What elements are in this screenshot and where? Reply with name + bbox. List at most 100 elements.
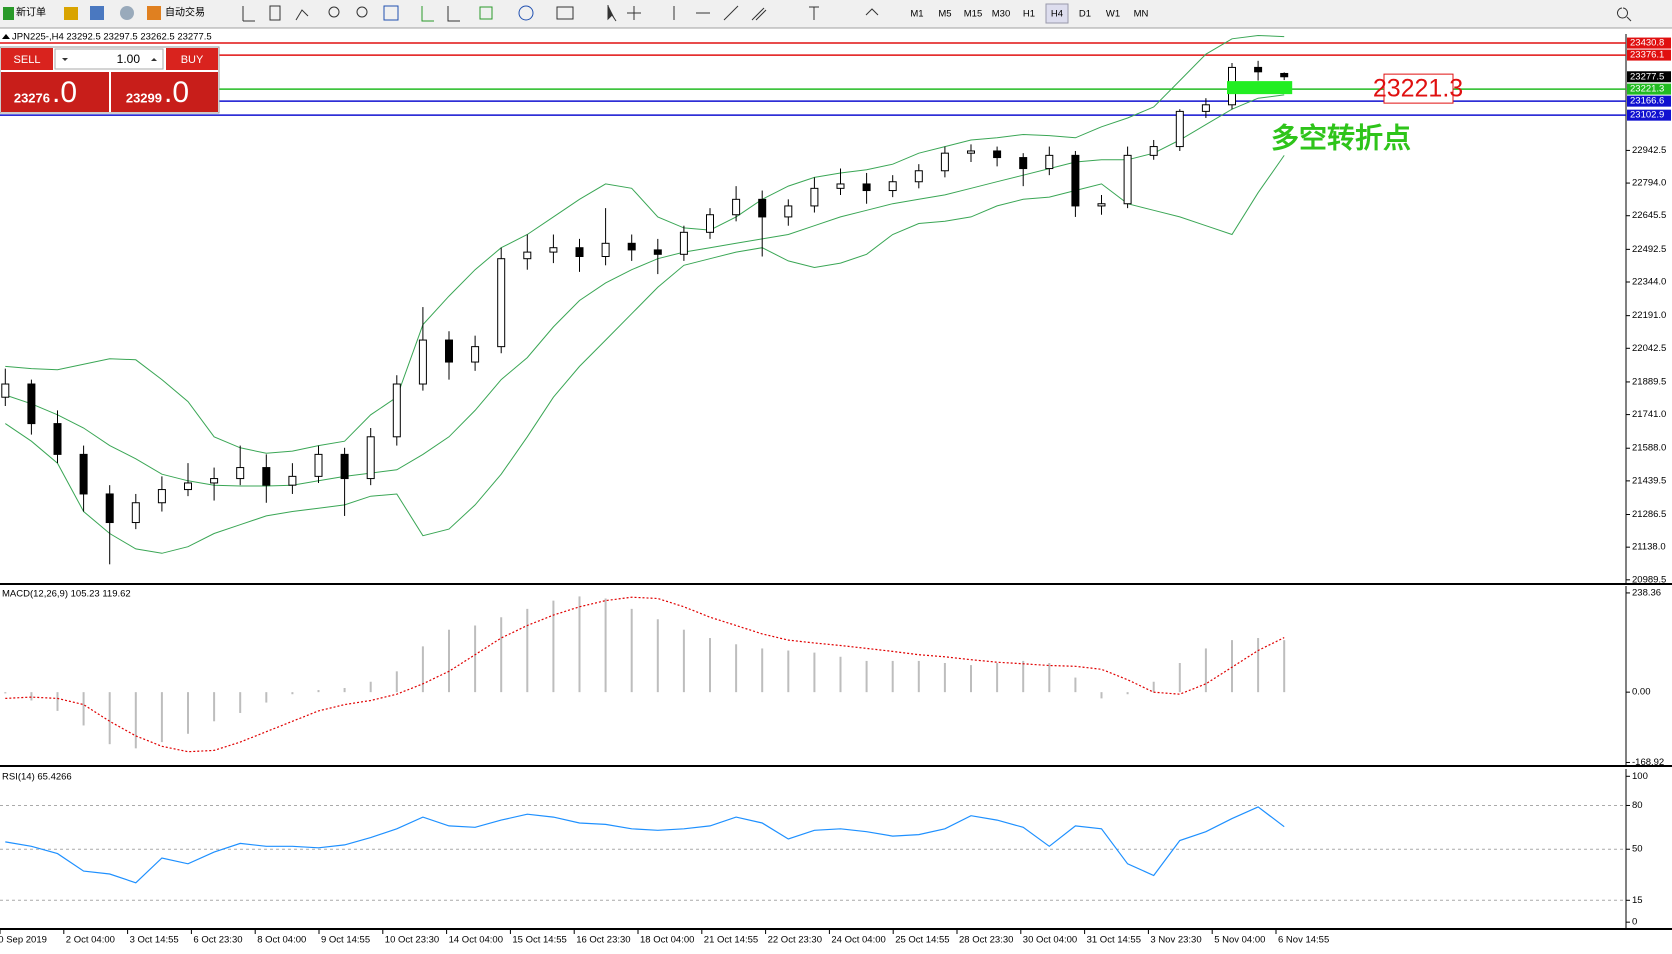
sell-label[interactable]: SELL — [14, 54, 41, 66]
buy-label[interactable]: BUY — [181, 54, 204, 66]
y-tick-label: 22191.0 — [1632, 310, 1666, 321]
time-label: 6 Oct 23:30 — [193, 935, 242, 946]
lots-field[interactable] — [54, 48, 164, 70]
tool-icon[interactable] — [556, 6, 574, 20]
tool-icon[interactable] — [383, 5, 399, 21]
y-tick-label: 20989.5 — [1632, 574, 1666, 585]
auto-trading-icon[interactable] — [147, 6, 161, 20]
candle-body — [810, 187, 819, 207]
sell-price-box[interactable] — [1, 72, 109, 112]
time-label: 25 Oct 14:55 — [895, 935, 949, 946]
timeframe-button[interactable]: H1 — [1023, 9, 1035, 20]
timeframe-button[interactable]: M5 — [938, 9, 951, 20]
tool-icon[interactable] — [269, 5, 281, 21]
active-timeframe[interactable] — [1045, 3, 1069, 24]
candle-body — [418, 339, 427, 385]
arrow-tool[interactable] — [865, 8, 879, 16]
lots-down[interactable] — [62, 58, 68, 61]
buy-price-main[interactable]: 23299 — [126, 90, 162, 105]
time-label: 14 Oct 04:00 — [449, 935, 503, 946]
time-label: 21 Oct 14:55 — [704, 935, 758, 946]
level-label: 23430.8 — [1630, 38, 1664, 49]
timeframe-button[interactable]: M1 — [910, 9, 923, 20]
candle-body — [967, 150, 975, 154]
y-tick-label: 22042.5 — [1632, 343, 1666, 354]
lots-value[interactable]: 1.00 — [117, 52, 141, 66]
candle-body — [1, 383, 10, 398]
level-label-bg — [1627, 37, 1671, 49]
macd-signal — [5, 596, 1285, 753]
time-label: 8 Oct 04:00 — [257, 935, 306, 946]
tool-icon[interactable] — [518, 5, 534, 21]
candle-body — [497, 258, 506, 348]
y-tick-label: 22942.5 — [1632, 145, 1666, 156]
y-tick-label: 22794.0 — [1632, 178, 1666, 189]
new-order-icon[interactable] — [3, 7, 14, 20]
timeframe-button[interactable]: H4 — [1051, 9, 1063, 20]
candle-body — [1280, 72, 1289, 78]
trendline-tool[interactable] — [723, 5, 739, 21]
candle-body — [1149, 146, 1158, 156]
candle-body — [758, 198, 767, 218]
buy-button[interactable] — [166, 48, 218, 70]
lots-up[interactable] — [151, 58, 157, 61]
buy-price-frac[interactable]: .0 — [164, 76, 189, 109]
y-tick-label: 0.00 — [1632, 687, 1651, 698]
candle-body — [1071, 154, 1080, 207]
channel-tool[interactable] — [751, 7, 767, 21]
time-label: 18 Oct 04:00 — [640, 935, 694, 946]
bollinger-band — [5, 34, 1285, 454]
text-tool[interactable] — [809, 6, 819, 20]
candle-body — [184, 482, 192, 491]
y-tick-label: 50 — [1632, 844, 1643, 855]
cursor-tool[interactable] — [607, 5, 617, 22]
tool-icon[interactable] — [479, 6, 493, 20]
tool-icon[interactable] — [242, 6, 255, 22]
rsi-line — [5, 806, 1285, 884]
timeframe-button[interactable]: MN — [1134, 9, 1149, 20]
search-icon[interactable] — [1617, 7, 1632, 22]
toolbar-icon[interactable] — [90, 6, 104, 20]
candle-body — [862, 183, 871, 192]
y-tick-label: 21286.5 — [1632, 509, 1666, 520]
level-callout-box — [1383, 73, 1454, 104]
auto-trading-button[interactable]: 自动交易 — [165, 6, 205, 19]
tool-icon[interactable] — [447, 6, 460, 22]
timeframe-button[interactable]: M30 — [992, 9, 1010, 20]
level-label: 23102.9 — [1630, 110, 1664, 121]
sell-price-frac[interactable]: .0 — [52, 76, 77, 109]
buy-price-box[interactable] — [111, 72, 218, 112]
time-label: 5 Nov 04:00 — [1214, 935, 1265, 946]
sell-price-main[interactable]: 23276 — [14, 90, 50, 105]
candle-body — [784, 205, 793, 218]
candle-body — [210, 478, 219, 484]
candle-body — [523, 251, 532, 260]
tool-icon[interactable] — [328, 6, 340, 18]
level-label-bg — [1627, 83, 1671, 95]
candle-body — [262, 467, 271, 486]
toolbar-icon[interactable] — [120, 6, 134, 20]
candle-body — [940, 152, 949, 172]
crosshair-tool[interactable] — [627, 6, 641, 20]
tool-icon[interactable] — [295, 9, 309, 21]
time-label: 3 Oct 14:55 — [130, 935, 179, 946]
bollinger-band — [5, 94, 1285, 487]
y-tick-label: 21439.5 — [1632, 475, 1666, 486]
time-label: 16 Oct 23:30 — [576, 935, 630, 946]
time-label: 22 Oct 23:30 — [768, 935, 822, 946]
time-label: 15 Oct 14:55 — [512, 935, 566, 946]
level-label-bg — [1627, 49, 1671, 61]
candle-body — [445, 339, 453, 363]
timeframe-button[interactable]: M15 — [964, 9, 982, 20]
tool-icon[interactable] — [356, 6, 368, 18]
new-order-button[interactable]: 新订单 — [16, 6, 46, 19]
toolbar-icon[interactable] — [64, 7, 78, 20]
tool-icon[interactable] — [421, 6, 434, 22]
timeframe-button[interactable]: D1 — [1079, 9, 1091, 20]
sell-button[interactable] — [1, 48, 53, 70]
level-callout: 23221.3 — [1373, 75, 1463, 103]
time-label: 9 Oct 14:55 — [321, 935, 370, 946]
candle-body — [340, 453, 349, 480]
timeframe-button[interactable]: W1 — [1106, 9, 1120, 20]
